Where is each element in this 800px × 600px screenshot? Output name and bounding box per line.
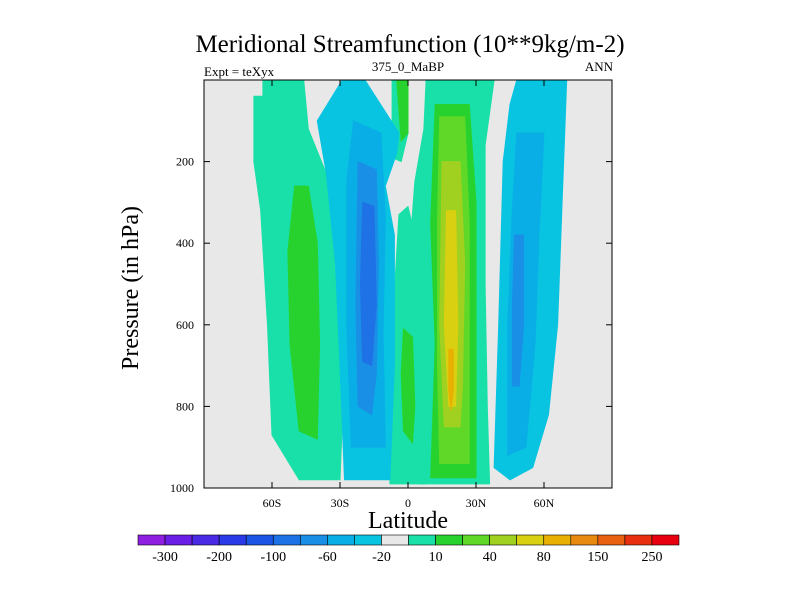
subtitle-center: 375_0_MaBP <box>372 59 444 74</box>
colorbar-swatch <box>299 534 328 546</box>
y-tick-label: 1000 <box>170 481 194 495</box>
colorbar-swatch <box>245 534 274 546</box>
x-tick-label: 60S <box>263 496 282 510</box>
x-axis: 60S 30S 0 30N 60N <box>263 80 555 510</box>
colorbar-swatch <box>462 534 490 546</box>
contour-region-pos40-7 <box>400 328 416 444</box>
colorbar-swatch <box>516 534 545 546</box>
colorbar-label: 40 <box>483 550 497 565</box>
colorbar-label: -100 <box>260 550 286 565</box>
colorbar-swatch <box>408 534 436 546</box>
colorbar-swatch <box>272 534 301 546</box>
colorbar-swatch <box>651 534 680 546</box>
colorbar-label: -200 <box>206 550 232 565</box>
x-tick-label: 30S <box>331 496 350 510</box>
colorbar-label: 80 <box>537 550 551 565</box>
colorbar-swatch <box>489 534 517 546</box>
colorbar-label: -20 <box>372 550 391 565</box>
colorbar-swatch <box>164 534 193 546</box>
colorbar-swatch <box>191 534 220 546</box>
y-tick-label: 800 <box>176 399 194 413</box>
x-tick-label: 60N <box>534 496 555 510</box>
x-tick-label: 0 <box>405 496 411 510</box>
x-axis-label: Latitude <box>368 508 448 534</box>
subtitle-left: Expt = teXyx <box>204 64 275 79</box>
chart-title: Meridional Streamfunction (10**9kg/m-2) <box>195 31 624 58</box>
x-tick-label: 30N <box>466 496 487 510</box>
colorbar: -300 -200 -100 -60 -20 10 40 80 150 250 <box>137 534 680 565</box>
colorbar-label: -60 <box>318 550 337 565</box>
colorbar-swatch <box>597 534 626 546</box>
colorbar-label: 250 <box>642 550 663 565</box>
y-tick-label: 200 <box>176 155 194 169</box>
colorbar-swatch <box>137 534 166 546</box>
y-tick-label: 600 <box>176 318 194 332</box>
colorbar-swatch <box>624 534 653 546</box>
colorbar-swatch <box>543 534 572 546</box>
contour-region-neg100-14 <box>511 234 525 387</box>
subtitle-right: ANN <box>585 59 614 74</box>
y-axis-label: Pressure (in hPa) <box>118 206 144 370</box>
colorbar-swatch <box>435 534 463 546</box>
y-axis: 200 400 600 800 1000 <box>170 155 612 495</box>
colorbar-swatch <box>327 534 355 546</box>
colorbar-label: 10 <box>429 550 443 565</box>
colorbar-swatch <box>381 534 409 546</box>
colorbar-label: -300 <box>152 550 178 565</box>
colorbar-label: 150 <box>587 550 608 565</box>
y-tick-label: 400 <box>176 236 194 250</box>
contour-region-pos200-17 <box>443 210 459 407</box>
colorbar-swatch <box>570 534 599 546</box>
colorbar-swatch <box>354 534 382 546</box>
contour-layer <box>253 79 568 485</box>
contour-region-neg150-16 <box>359 201 377 367</box>
contour-region-pos250-18 <box>448 348 454 411</box>
colorbar-swatch <box>218 534 247 546</box>
contour-region-pos40-6 <box>287 185 321 440</box>
